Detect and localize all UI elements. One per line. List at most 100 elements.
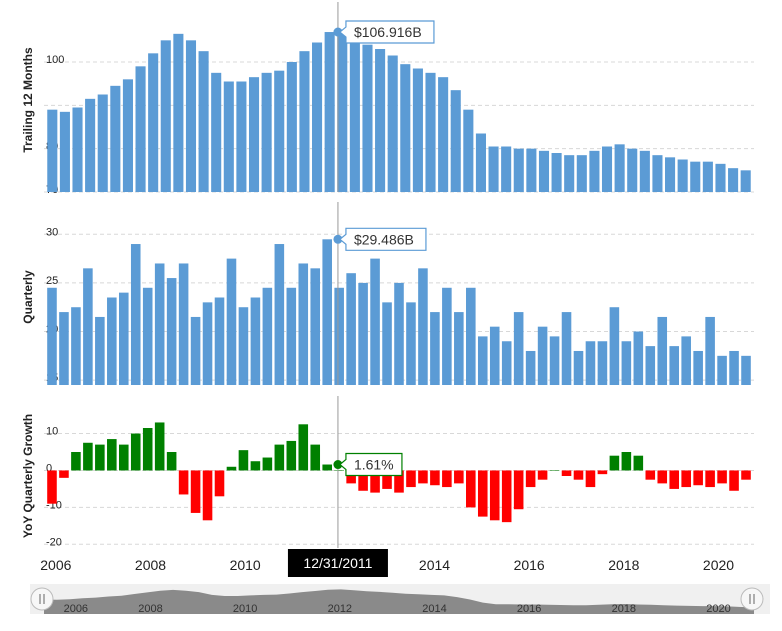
tooltip-value: 1.61% bbox=[354, 457, 394, 473]
bar bbox=[576, 155, 587, 192]
bar bbox=[322, 464, 332, 471]
y-tick-label: 10 bbox=[46, 426, 58, 438]
bar bbox=[324, 32, 335, 192]
bar bbox=[501, 341, 512, 385]
bar bbox=[154, 263, 165, 385]
bar bbox=[334, 287, 344, 385]
bar bbox=[95, 316, 105, 385]
navigator-series bbox=[44, 589, 754, 614]
bar bbox=[190, 470, 201, 513]
bar bbox=[173, 33, 184, 193]
bar bbox=[346, 273, 356, 385]
bar bbox=[375, 49, 386, 192]
bar bbox=[262, 287, 273, 385]
bar bbox=[561, 312, 572, 385]
bar bbox=[627, 148, 638, 192]
bar bbox=[382, 302, 392, 385]
bar bbox=[526, 148, 537, 192]
bar bbox=[489, 470, 500, 521]
bar bbox=[262, 457, 273, 471]
bar bbox=[717, 470, 727, 484]
bar bbox=[513, 312, 524, 385]
x-tick-label: 2016 bbox=[514, 557, 545, 573]
navigator-tick-label: 2018 bbox=[612, 603, 636, 615]
bar bbox=[130, 433, 141, 471]
tooltip-box bbox=[339, 227, 427, 251]
bar bbox=[669, 346, 680, 385]
bar bbox=[741, 355, 751, 385]
bar bbox=[513, 148, 524, 192]
bar bbox=[657, 316, 668, 385]
bar bbox=[334, 470, 344, 471]
bar bbox=[198, 51, 209, 192]
y-tick-label: -20 bbox=[46, 536, 62, 548]
bar bbox=[59, 312, 69, 385]
bar bbox=[525, 470, 536, 488]
bar bbox=[669, 470, 680, 489]
bar bbox=[728, 168, 739, 192]
bar bbox=[601, 146, 613, 192]
bar bbox=[250, 461, 261, 471]
navigator-handle-right[interactable] bbox=[740, 587, 764, 611]
bar bbox=[609, 307, 620, 385]
bar bbox=[211, 72, 222, 192]
bar bbox=[238, 307, 249, 385]
bar bbox=[454, 312, 464, 385]
bar bbox=[564, 155, 575, 192]
bar bbox=[122, 79, 133, 192]
bar bbox=[621, 452, 632, 471]
bar bbox=[47, 287, 57, 385]
bar bbox=[538, 150, 550, 192]
bar bbox=[370, 470, 380, 493]
bar bbox=[597, 341, 608, 385]
bar bbox=[59, 111, 70, 192]
bar bbox=[310, 268, 321, 385]
bar bbox=[71, 452, 81, 471]
bar bbox=[274, 244, 285, 385]
bar bbox=[715, 163, 726, 192]
bar bbox=[645, 346, 656, 385]
y-tick-label: 25 bbox=[46, 275, 58, 287]
bar bbox=[702, 161, 713, 192]
bar bbox=[71, 307, 81, 385]
bar bbox=[430, 470, 440, 486]
bar bbox=[477, 336, 488, 385]
bar bbox=[299, 51, 310, 192]
bar bbox=[358, 470, 368, 491]
bar bbox=[154, 422, 165, 471]
bar bbox=[298, 424, 309, 471]
bar bbox=[652, 155, 663, 192]
navigator-tick-label: 2016 bbox=[517, 603, 541, 615]
bar bbox=[83, 268, 93, 385]
bar bbox=[585, 470, 596, 488]
bar bbox=[202, 470, 213, 521]
bar bbox=[466, 470, 476, 508]
bar bbox=[589, 150, 600, 192]
navigator-handle-left[interactable] bbox=[30, 587, 54, 611]
tooltip-box bbox=[339, 20, 435, 44]
bar bbox=[501, 146, 512, 192]
x-tick-label: 2020 bbox=[703, 557, 734, 573]
bar bbox=[185, 40, 197, 193]
bar bbox=[310, 444, 321, 471]
bar bbox=[107, 439, 117, 471]
navigator-tick-label: 2014 bbox=[422, 603, 446, 615]
hover-marker bbox=[333, 27, 343, 37]
bar bbox=[549, 470, 560, 471]
bar bbox=[418, 268, 428, 385]
bar bbox=[226, 258, 237, 385]
bar bbox=[286, 62, 297, 192]
bar bbox=[370, 258, 380, 385]
bar bbox=[286, 440, 297, 471]
bar bbox=[190, 316, 201, 385]
bar bbox=[72, 107, 83, 192]
bar bbox=[537, 470, 548, 480]
bar bbox=[400, 64, 411, 192]
hover-marker bbox=[333, 460, 343, 470]
bar bbox=[248, 77, 260, 192]
bar bbox=[609, 455, 620, 471]
bar bbox=[97, 94, 108, 192]
x-tick-label: 2018 bbox=[608, 557, 639, 573]
bar bbox=[118, 292, 129, 385]
